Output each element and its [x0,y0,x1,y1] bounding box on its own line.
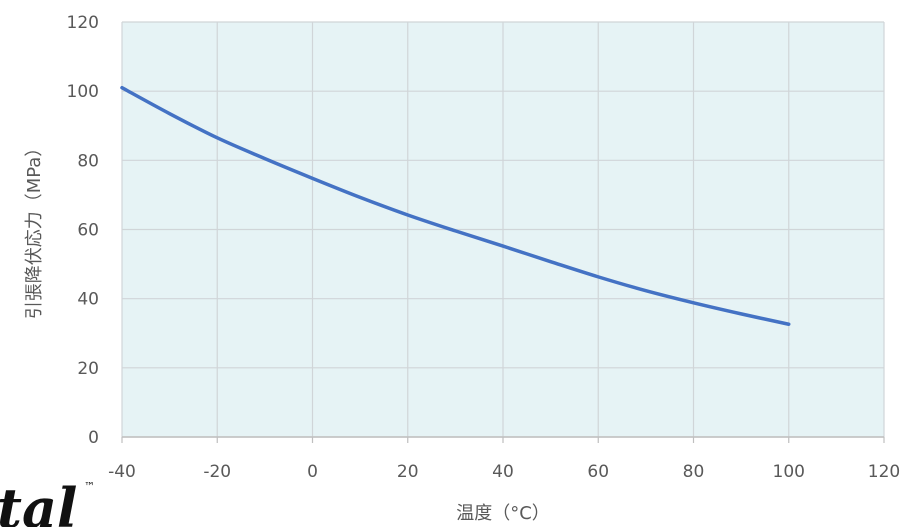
series-line [120,85,791,327]
logo-trademark: ™ [84,480,95,493]
axes [121,436,885,443]
x-axis-tick-labels: -40 -20 0 20 40 60 80 100 120 [108,462,900,482]
x-tick-label: 40 [492,462,514,482]
brand-logo: tal ™ [0,476,95,527]
x-tick-label: 80 [683,462,705,482]
y-tick-label: 60 [77,221,99,241]
y-tick-label: 0 [88,428,99,448]
x-axis-title: 温度（°C） [456,503,550,524]
x-tick-label: 120 [868,462,900,482]
x-tick-label: 100 [773,462,805,482]
x-tick-label: 0 [307,462,318,482]
y-axis-title: 引張降伏応力（MPa） [24,139,45,320]
logo-text: tal [0,476,77,527]
y-tick-label: 120 [67,13,99,33]
y-tick-label: 20 [77,359,99,379]
y-axis-tick-labels: 0 20 40 60 80 100 120 [67,13,99,448]
x-tick-label: 60 [587,462,609,482]
y-tick-label: 80 [77,151,99,171]
y-tick-label: 40 [77,290,99,310]
y-tick-label: 100 [67,82,99,102]
x-tick-label: -20 [203,462,231,482]
x-tick-label: 20 [397,462,419,482]
x-tick-label: -40 [108,462,136,482]
